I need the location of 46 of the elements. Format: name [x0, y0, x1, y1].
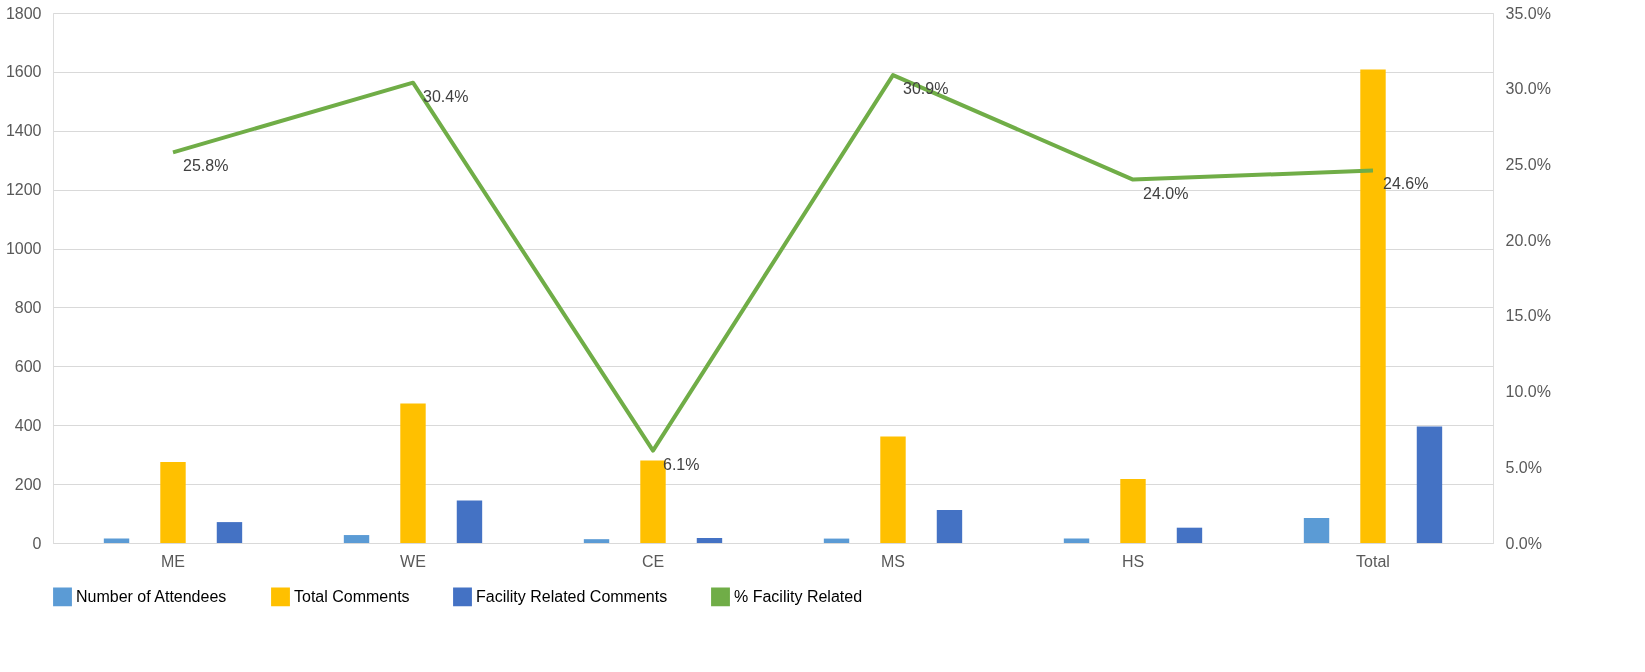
legend-label: Number of Attendees — [76, 587, 227, 605]
legend-label: % Facility Related — [734, 587, 863, 605]
y2-tick-label: 5.0% — [1505, 458, 1542, 476]
x-tick-label: CE — [641, 552, 665, 570]
bar — [343, 535, 370, 543]
y-tick-label: 400 — [14, 416, 42, 434]
y2-tick-label: 25.0% — [1505, 155, 1551, 173]
bar — [216, 522, 243, 543]
y-tick-label: 1400 — [5, 122, 42, 140]
data-label: 24.0% — [1143, 184, 1189, 202]
bar — [1120, 479, 1146, 543]
y-tick-label: 200 — [14, 475, 42, 493]
bar — [583, 539, 610, 543]
y-tick-label: 1800 — [5, 4, 42, 22]
bar — [456, 500, 483, 543]
y2-tick-label: 35.0% — [1505, 4, 1551, 22]
legend-label: Facility Related Comments — [476, 587, 668, 605]
line-series — [171, 73, 1375, 453]
bar — [640, 460, 666, 543]
data-label: 30.4% — [423, 87, 469, 105]
y2-tick-label: 10.0% — [1505, 383, 1551, 401]
x-tick-label: HS — [1121, 552, 1145, 570]
bar — [160, 462, 186, 543]
y-tick-label: 0 — [32, 534, 42, 552]
legend-label: Total Comments — [294, 587, 410, 605]
y2-tick-label: 20.0% — [1505, 231, 1551, 249]
bar — [696, 537, 723, 543]
y-tick-label: 1600 — [5, 63, 42, 81]
bar — [936, 510, 963, 543]
x-tick-label: MS — [881, 552, 905, 570]
bar — [1303, 517, 1330, 543]
y-tick-label: 800 — [14, 298, 42, 316]
bar — [880, 436, 906, 543]
x-tick-label: ME — [161, 552, 185, 570]
bar — [400, 403, 426, 543]
bar — [1416, 426, 1443, 543]
data-label: 25.8% — [183, 157, 229, 175]
y-tick-label: 1000 — [5, 240, 42, 258]
y2-tick-label: 0.0% — [1505, 534, 1542, 552]
y2-tick-label: 30.0% — [1505, 80, 1551, 98]
y-tick-label: 1200 — [5, 181, 42, 199]
x-tick-label: WE — [400, 552, 426, 570]
bar — [1176, 527, 1203, 543]
y2-tick-label: 15.0% — [1505, 307, 1551, 325]
y-tick-label: 600 — [14, 357, 42, 375]
x-tick-label: Total — [1356, 552, 1390, 570]
